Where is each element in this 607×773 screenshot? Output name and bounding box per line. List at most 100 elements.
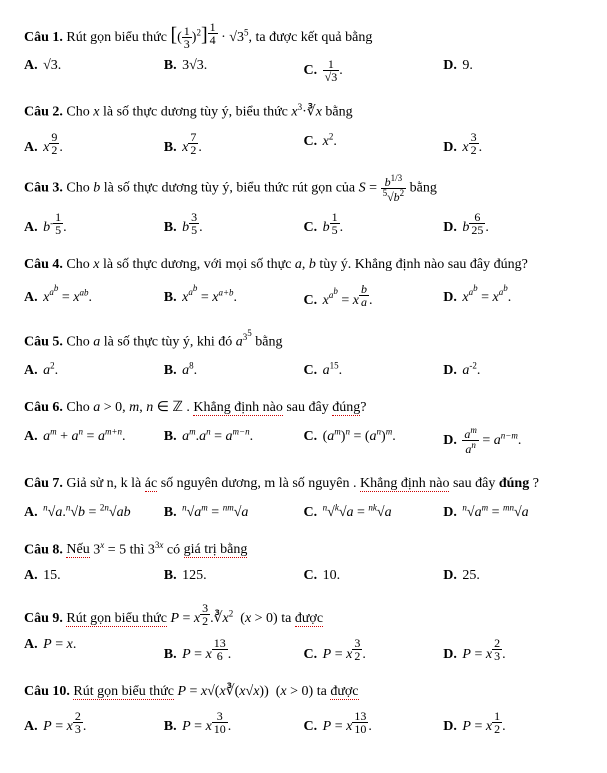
choice-label: D.	[443, 568, 457, 583]
choices-row: A. n√a.n√b = 2n√abB. n√am = nm√aC. n√k√a…	[24, 502, 583, 521]
choice-A: A. xab = xab.	[24, 283, 164, 308]
choice-B: B. 125.	[164, 568, 304, 584]
choice-value: b-15.	[43, 220, 67, 235]
choice-label: D.	[443, 433, 457, 448]
choice-value: a8.	[182, 363, 197, 378]
choice-C: C. b15.	[304, 211, 444, 236]
choice-value: b15.	[323, 220, 344, 235]
choice-value: √3.	[43, 58, 61, 73]
choice-label: B.	[164, 290, 177, 305]
choice-D: D. aman = an−m.	[443, 426, 583, 455]
choice-label: A.	[24, 637, 38, 652]
choice-B: B. P = x310.	[164, 710, 304, 735]
choice-D: D. n√am = mn√a	[443, 502, 583, 521]
choice-label: A.	[24, 290, 38, 305]
choice-value: x32.	[462, 140, 482, 155]
choice-label: D.	[443, 290, 457, 305]
choice-value: a2.	[43, 363, 58, 378]
question-text: Câu 10. Rút gọn biểu thức P = x√(x∛(x√x)…	[24, 681, 583, 702]
question-text: Câu 2. Cho x là số thực dương tùy ý, biể…	[24, 101, 583, 123]
choice-D: D. xab = xab.	[443, 283, 583, 308]
choice-A: A. 15.	[24, 568, 164, 584]
question-2: Câu 2. Cho x là số thực dương tùy ý, biể…	[24, 101, 583, 156]
choices-row: A. P = x.B. P = x136.C. P = x32.D. P = x…	[24, 637, 583, 662]
choice-B: B. b35.	[164, 211, 304, 236]
choice-value: b35.	[182, 220, 203, 235]
choice-label: A.	[24, 429, 38, 444]
choice-value: P = x310.	[182, 719, 231, 734]
choice-B: B. P = x136.	[164, 637, 304, 662]
question-5: Câu 5. Cho a là số thực tùy ý, khi đó a3…	[24, 327, 583, 379]
document-body: Câu 1. Rút gọn biểu thức [(13)2]14 · √35…	[24, 20, 583, 735]
choice-D: D. a-2.	[443, 360, 583, 379]
choice-label: D.	[443, 220, 457, 235]
choice-D: D. P = x12.	[443, 710, 583, 735]
choice-value: 125.	[182, 568, 207, 583]
choice-label: D.	[443, 719, 457, 734]
choice-A: A. √3.	[24, 58, 164, 83]
choice-C: C. P = x32.	[304, 637, 444, 662]
choice-label: B.	[164, 58, 177, 73]
choice-A: A. x92.	[24, 131, 164, 156]
choice-B: B. xab = xa+b.	[164, 283, 304, 308]
choice-label: B.	[164, 429, 177, 444]
choice-label: C.	[304, 63, 318, 78]
choice-A: A. n√a.n√b = 2n√ab	[24, 502, 164, 521]
choice-B: B. 3√3.	[164, 58, 304, 83]
choice-D: D. 9.	[443, 58, 583, 83]
choice-C: C. 10.	[304, 568, 444, 584]
question-text: Câu 9. Rút gọn biểu thức P = x32.∛x2 (x …	[24, 602, 583, 629]
choice-value: P = x32.	[323, 647, 366, 662]
choice-value: aman = an−m.	[462, 433, 521, 448]
question-text: Câu 3. Cho b là số thực dương tùy ý, biể…	[24, 174, 583, 203]
question-text: Câu 1. Rút gọn biểu thức [(13)2]14 · √35…	[24, 20, 583, 50]
choice-label: A.	[24, 505, 38, 520]
choice-label: B.	[164, 363, 177, 378]
choices-row: A. √3.B. 3√3.C. 1√3.D. 9.	[24, 58, 583, 83]
choice-value: am + an = am+n.	[43, 429, 125, 444]
choice-B: B. a8.	[164, 360, 304, 379]
choice-value: 9.	[462, 58, 473, 73]
choice-label: D.	[443, 647, 457, 662]
choices-row: A. b-15.B. b35.C. b15.D. b625.	[24, 211, 583, 236]
choice-label: B.	[164, 220, 177, 235]
choice-D: D. 25.	[443, 568, 583, 584]
choice-A: A. a2.	[24, 360, 164, 379]
choice-label: D.	[443, 140, 457, 155]
choice-label: B.	[164, 505, 177, 520]
choice-value: a-2.	[462, 363, 480, 378]
question-7: Câu 7. Giả sử n, k là ác số nguyên dương…	[24, 473, 583, 521]
choice-label: C.	[304, 568, 318, 583]
choice-value: (am)n = (an)m.	[323, 429, 396, 444]
choice-value: P = x136.	[182, 647, 231, 662]
choice-A: A. P = x.	[24, 637, 164, 662]
question-3: Câu 3. Cho b là số thực dương tùy ý, biể…	[24, 174, 583, 236]
choice-value: x2.	[323, 134, 337, 149]
choice-label: C.	[304, 220, 318, 235]
question-4: Câu 4. Cho x là số thực dương, với mọi s…	[24, 254, 583, 308]
choice-value: 3√3.	[182, 58, 207, 73]
choice-B: B. x72.	[164, 131, 304, 156]
choice-label: C.	[304, 293, 318, 308]
choice-value: xab = xab.	[462, 290, 511, 305]
choice-value: b625.	[462, 220, 489, 235]
choices-row: A. a2.B. a8.C. a15.D. a-2.	[24, 360, 583, 379]
choice-label: A.	[24, 363, 38, 378]
choice-C: C. a15.	[304, 360, 444, 379]
choice-A: A. am + an = am+n.	[24, 426, 164, 455]
choice-value: a15.	[323, 363, 343, 378]
choice-label: C.	[304, 505, 318, 520]
choice-value: P = x23.	[462, 647, 505, 662]
choice-value: n√a.n√b = 2n√ab	[43, 505, 130, 520]
question-text: Câu 7. Giả sử n, k là ác số nguyên dương…	[24, 473, 583, 494]
question-9: Câu 9. Rút gọn biểu thức P = x32.∛x2 (x …	[24, 602, 583, 662]
choices-row: A. P = x23.B. P = x310.C. P = x1310.D. P…	[24, 710, 583, 735]
choice-value: P = x12.	[462, 719, 505, 734]
question-10: Câu 10. Rút gọn biểu thức P = x√(x∛(x√x)…	[24, 681, 583, 735]
choice-value: am.an = am−n.	[182, 429, 253, 444]
question-text: Câu 5. Cho a là số thực tùy ý, khi đó a3…	[24, 327, 583, 353]
choice-value: n√k√a = nk√a	[323, 505, 392, 520]
choice-label: A.	[24, 568, 38, 583]
choice-value: xab = xba.	[323, 293, 373, 308]
choice-value: P = x1310.	[323, 719, 372, 734]
